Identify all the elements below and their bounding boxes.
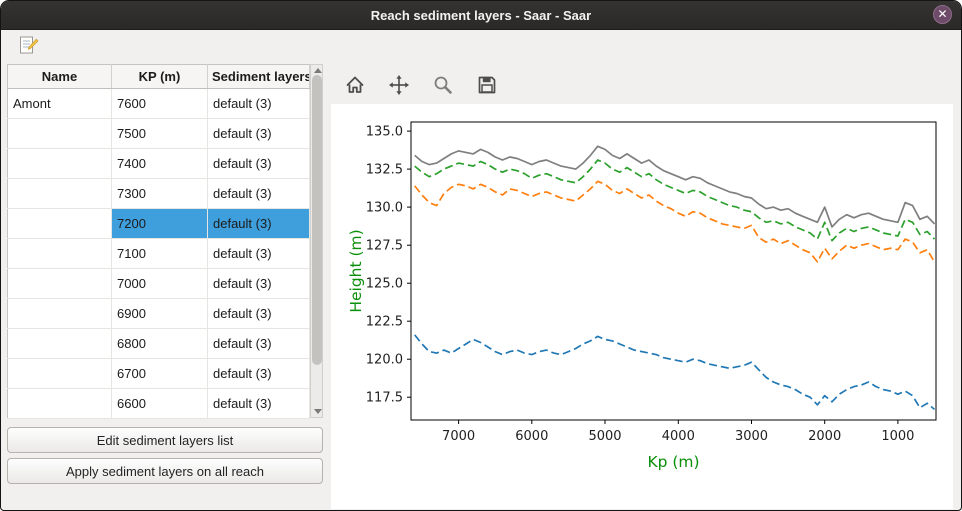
cell-kp[interactable]: 7000 [111, 268, 208, 299]
table-row-selected[interactable]: 7200 default (3) [7, 208, 310, 239]
cell-name[interactable] [7, 298, 112, 329]
column-header-sediment-layers[interactable]: Sediment layers [207, 64, 310, 89]
sediment-profile-chart[interactable]: 7000 6000 5000 4000 3000 2000 1000 117.5 120.0 12… [331, 104, 955, 504]
svg-text:4000: 4000 [662, 429, 695, 444]
cell-kp[interactable]: 7200 [111, 208, 208, 239]
edit-reach-button[interactable] [15, 34, 42, 61]
cell-kp[interactable]: 6800 [111, 328, 208, 359]
cell-kp[interactable]: 7600 [111, 88, 208, 119]
column-header-kp[interactable]: KP (m) [111, 64, 208, 89]
plot-toolbar [331, 68, 953, 104]
table-row[interactable]: Amont 7600 default (3) [7, 88, 310, 119]
cell-layers[interactable]: default (3) [207, 328, 310, 359]
main-toolbar [1, 30, 961, 64]
svg-text:6000: 6000 [515, 429, 548, 444]
table-row[interactable]: 6900 default (3) [7, 298, 310, 329]
save-icon [476, 74, 498, 99]
cell-name[interactable] [7, 268, 112, 299]
plot-canvas[interactable]: 7000 6000 5000 4000 3000 2000 1000 117.5 120.0 12… [331, 104, 953, 509]
close-icon: ✕ [937, 7, 948, 21]
svg-text:135.0: 135.0 [366, 125, 403, 140]
cell-name[interactable] [7, 148, 112, 179]
svg-text:132.5: 132.5 [366, 163, 403, 178]
cell-layers[interactable]: default (3) [207, 298, 310, 329]
cell-name[interactable] [7, 178, 112, 209]
cell-kp[interactable]: 6900 [111, 298, 208, 329]
home-icon [344, 74, 366, 99]
plot-panel: 7000 6000 5000 4000 3000 2000 1000 117.5 120.0 12… [329, 64, 955, 510]
edit-note-icon [18, 35, 39, 59]
edit-sediment-layers-button[interactable]: Edit sediment layers list [7, 427, 323, 453]
svg-text:117.5: 117.5 [366, 391, 403, 406]
apply-sediment-layers-button[interactable]: Apply sediment layers on all reach [7, 458, 323, 484]
zoom-icon [432, 74, 454, 99]
home-button[interactable] [339, 71, 371, 101]
svg-text:5000: 5000 [588, 429, 621, 444]
cell-layers[interactable]: default (3) [207, 358, 310, 389]
cell-layers[interactable]: default (3) [207, 118, 310, 149]
table-row[interactable]: 6800 default (3) [7, 328, 310, 359]
svg-text:Kp (m): Kp (m) [647, 453, 699, 471]
svg-text:127.5: 127.5 [366, 239, 403, 254]
cell-layers[interactable]: default (3) [207, 268, 310, 299]
zoom-button[interactable] [427, 71, 459, 101]
cell-layers[interactable]: default (3) [207, 388, 310, 419]
svg-text:130.0: 130.0 [366, 201, 403, 216]
cell-layers[interactable]: default (3) [207, 88, 310, 119]
svg-text:2000: 2000 [808, 429, 841, 444]
scrollbar-thumb[interactable] [312, 75, 322, 365]
cell-name[interactable] [7, 238, 112, 269]
cell-kp[interactable]: 7400 [111, 148, 208, 179]
table-header-row: Name KP (m) Sediment layers [7, 64, 310, 89]
scroll-down-icon[interactable] [314, 409, 322, 414]
sediment-table: Name KP (m) Sediment layers Amont 7600 d… [7, 64, 310, 419]
sediment-table-panel: Name KP (m) Sediment layers Amont 7600 d… [7, 64, 323, 510]
cell-kp[interactable]: 7500 [111, 118, 208, 149]
window-title: Reach sediment layers - Saar - Saar [370, 7, 592, 23]
scroll-up-icon[interactable] [314, 68, 322, 73]
dialog-content: Name KP (m) Sediment layers Amont 7600 d… [1, 64, 961, 510]
svg-text:120.0: 120.0 [366, 353, 403, 368]
table-row[interactable]: 7500 default (3) [7, 118, 310, 149]
cell-name[interactable] [7, 358, 112, 389]
svg-text:125.0: 125.0 [366, 277, 403, 292]
cell-name[interactable] [7, 208, 112, 239]
pan-icon [388, 74, 410, 99]
table-row[interactable]: 7400 default (3) [7, 148, 310, 179]
table-row[interactable]: 6700 default (3) [7, 358, 310, 389]
svg-text:Height (m): Height (m) [347, 229, 365, 312]
table-row[interactable]: 6600 default (3) [7, 388, 310, 419]
cell-layers[interactable]: default (3) [207, 178, 310, 209]
cell-name[interactable] [7, 388, 112, 419]
cell-kp[interactable]: 7100 [111, 238, 208, 269]
svg-text:1000: 1000 [881, 429, 914, 444]
cell-layers[interactable]: default (3) [207, 208, 310, 239]
table-row[interactable]: 7100 default (3) [7, 238, 310, 269]
cell-name[interactable] [7, 118, 112, 149]
save-button[interactable] [471, 71, 503, 101]
cell-layers[interactable]: default (3) [207, 238, 310, 269]
cell-layers[interactable]: default (3) [207, 148, 310, 179]
table-scrollbar[interactable] [310, 64, 323, 418]
cell-kp[interactable]: 6700 [111, 358, 208, 389]
titlebar[interactable]: Reach sediment layers - Saar - Saar ✕ [1, 1, 961, 30]
pan-button[interactable] [383, 71, 415, 101]
svg-text:122.5: 122.5 [366, 315, 403, 330]
table-row[interactable]: 7000 default (3) [7, 268, 310, 299]
svg-text:3000: 3000 [735, 429, 768, 444]
cell-kp[interactable]: 6600 [111, 388, 208, 419]
column-header-name[interactable]: Name [7, 64, 112, 89]
table-wrap: Name KP (m) Sediment layers Amont 7600 d… [7, 64, 323, 419]
cell-kp[interactable]: 7300 [111, 178, 208, 209]
svg-text:7000: 7000 [442, 429, 475, 444]
close-button[interactable]: ✕ [933, 5, 952, 24]
table-row[interactable]: 7300 default (3) [7, 178, 310, 209]
cell-name[interactable]: Amont [7, 88, 112, 119]
cell-name[interactable] [7, 328, 112, 359]
